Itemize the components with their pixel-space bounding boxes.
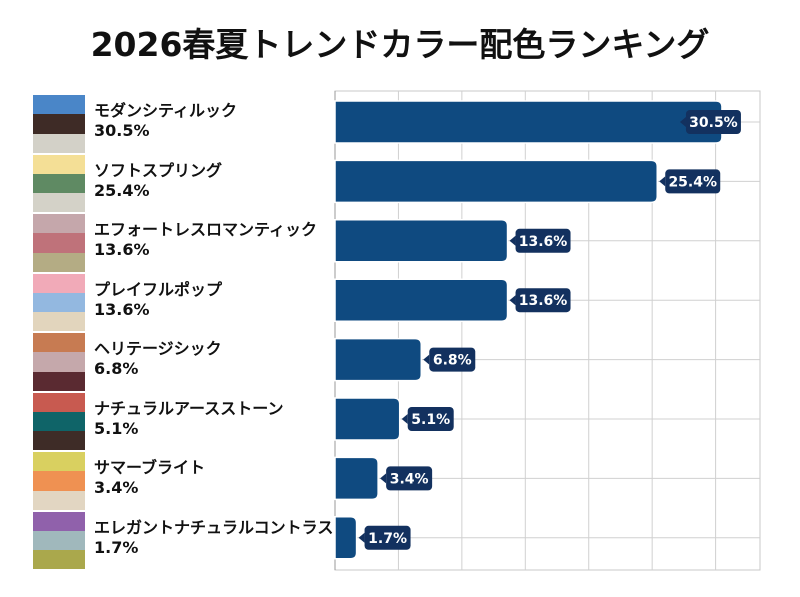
data-label: 25.4% xyxy=(668,174,717,190)
data-label: 30.5% xyxy=(689,115,738,131)
bar xyxy=(334,219,509,263)
bar xyxy=(334,397,401,441)
data-label-bg xyxy=(407,407,454,431)
palette-percent: 3.4% xyxy=(94,478,139,497)
bar xyxy=(334,100,723,144)
chart-title: 2026春夏トレンドカラー配色ランキング xyxy=(90,25,710,64)
swatch-band xyxy=(33,133,85,153)
palette-name: ナチュラルアースストーン xyxy=(94,398,284,418)
color-swatch xyxy=(33,214,85,272)
swatch-band xyxy=(33,214,85,234)
data-label-pointer xyxy=(659,176,666,187)
palette-name: エフォートレスロマンティック xyxy=(94,220,318,239)
swatch-band xyxy=(33,452,85,472)
swatch-band xyxy=(33,471,85,491)
swatch-band xyxy=(33,273,85,293)
palette-row: ヘリテージシック 6.8% xyxy=(33,333,333,391)
swatch-band xyxy=(33,530,85,551)
palette-name: モダンシティルック xyxy=(94,101,238,120)
data-label: 6.8% xyxy=(433,353,472,369)
swatch-band xyxy=(33,252,85,272)
swatch-band xyxy=(33,490,85,510)
color-swatch xyxy=(33,95,85,153)
swatch-band xyxy=(33,411,85,432)
palette-percent: 5.1% xyxy=(94,418,139,438)
palette-percent: 30.5% xyxy=(94,121,150,140)
palette-name: サマーブライト xyxy=(94,458,206,477)
data-label-pointer xyxy=(509,295,516,306)
palette-percent: 25.4% xyxy=(94,180,150,200)
palette-row: エレガントナチュラルコントラスト 1.7% xyxy=(33,511,349,570)
swatch-band xyxy=(33,114,85,134)
data-label-pointer xyxy=(679,117,686,127)
bar xyxy=(334,159,658,204)
data-label-bg xyxy=(685,110,741,134)
palette-row: エフォートレスロマンティック 13.6% xyxy=(33,214,333,272)
data-label: 13.6% xyxy=(519,234,568,250)
swatch-band xyxy=(33,371,85,391)
data-label-pointer xyxy=(358,532,365,543)
data-label-pointer xyxy=(401,414,408,424)
palette-row: ナチュラルアースストーン 5.1% xyxy=(33,392,333,451)
data-label: 5.1% xyxy=(411,412,450,428)
swatch-band xyxy=(33,292,85,313)
data-label-bg xyxy=(364,525,411,550)
swatch-band xyxy=(33,95,85,115)
data-label: 13.6% xyxy=(519,293,568,309)
swatch-band xyxy=(33,511,85,531)
color-swatch xyxy=(33,511,85,570)
data-label-pointer xyxy=(509,235,516,246)
palette-row: サマーブライト 3.4% xyxy=(33,452,333,510)
swatch-band xyxy=(33,193,85,213)
color-swatch xyxy=(33,333,85,391)
palette-percent: 6.8% xyxy=(94,359,139,378)
bar xyxy=(334,337,423,382)
bar xyxy=(334,516,358,560)
data-label: 1.7% xyxy=(368,531,407,547)
palette-row: プレイフルポップ 13.6% xyxy=(33,273,333,332)
swatch-band xyxy=(33,154,85,174)
swatch-band xyxy=(33,352,85,372)
bar xyxy=(334,456,379,501)
swatch-band xyxy=(33,392,85,412)
palette-percent: 13.6% xyxy=(94,299,150,319)
data-label: 3.4% xyxy=(390,471,429,487)
palette-percent: 13.6% xyxy=(94,240,150,259)
palette-row: モダンシティルック 30.5% xyxy=(33,95,333,153)
data-label-bg xyxy=(665,169,721,194)
palette-percent: 1.7% xyxy=(94,537,139,557)
swatch-band xyxy=(33,173,85,194)
color-swatch xyxy=(33,392,85,451)
color-swatch xyxy=(33,273,85,332)
palette-name: エレガントナチュラルコントラスト xyxy=(94,517,350,537)
palette-name: ソフトスプリング xyxy=(94,160,223,180)
data-label-bg xyxy=(429,347,476,372)
bar xyxy=(334,278,509,322)
swatch-band xyxy=(33,431,85,451)
data-label-bg xyxy=(386,466,433,491)
color-swatch xyxy=(33,154,85,213)
swatch-band xyxy=(33,312,85,332)
palette-row: ソフトスプリング 25.4% xyxy=(33,154,333,213)
data-label-pointer xyxy=(380,473,387,484)
swatch-band xyxy=(33,550,85,570)
data-label-pointer xyxy=(423,354,430,365)
swatch-band xyxy=(33,333,85,353)
data-label-bg xyxy=(515,228,571,253)
palette-name: ヘリテージシック xyxy=(94,339,222,358)
palette-name: プレイフルポップ xyxy=(94,279,223,299)
data-label-bg xyxy=(515,288,571,313)
swatch-band xyxy=(33,233,85,253)
color-swatch xyxy=(33,452,85,510)
